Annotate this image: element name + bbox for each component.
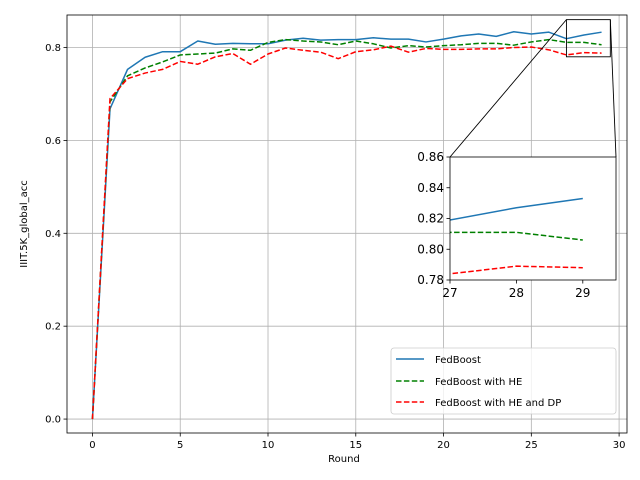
inset-series-line-fedboost <box>450 197 583 221</box>
series-line-fedboost-with-he-and-dp <box>91 45 602 420</box>
inset-x-tick-label: 27 <box>442 286 457 300</box>
y-tick-label: 0.4 <box>45 229 61 240</box>
zoom-connector-left <box>449 19 567 158</box>
y-tick-label: 0.2 <box>45 322 61 333</box>
legend: FedBoost FedBoost with HE FedBoost with … <box>390 347 617 415</box>
x-axis-title: Round <box>328 454 360 465</box>
x-tick-label: 20 <box>437 440 450 451</box>
x-tick-label: 10 <box>262 440 275 451</box>
series-line-fedboost-with-he <box>91 38 602 420</box>
y-axis-title: IIIT.5K_global_acc <box>19 180 30 268</box>
inset-x-tick-label: 29 <box>575 286 590 300</box>
x-tick-label: 30 <box>613 440 626 451</box>
inset-x-tick-label: 28 <box>509 286 524 300</box>
legend-label-fedboost: FedBoost <box>435 355 481 366</box>
inset-y-tick-label: 0.78 <box>417 273 444 287</box>
x-tick-label: 0 <box>89 440 95 451</box>
series-line-fedboost <box>91 30 602 420</box>
inset-series-line-fedboost-with-he-and-dp <box>450 265 583 275</box>
legend-box <box>390 347 617 415</box>
legend-label-fedboost-he-dp: FedBoost with HE and DP <box>435 398 561 409</box>
inset-ticks: 27 28 29 0.78 0.80 0.82 0.84 0.86 <box>417 150 590 300</box>
inset-series-group <box>450 197 583 275</box>
y-tick-label: 0.0 <box>45 415 61 426</box>
x-tick-label: 5 <box>177 440 183 451</box>
inset-series-line-fedboost-with-he <box>450 231 583 241</box>
inset-axes: 27 28 29 0.78 0.80 0.82 0.84 0.86 <box>417 150 617 300</box>
zoom-indicator <box>449 19 617 158</box>
inset-y-tick-label: 0.80 <box>417 242 444 256</box>
inset-background <box>450 157 616 280</box>
main-plot-frame <box>66 14 628 434</box>
main-series-group <box>91 30 602 420</box>
y-tick-label: 0.6 <box>45 136 61 147</box>
inset-y-tick-label: 0.86 <box>417 150 444 164</box>
y-tick-label: 0.8 <box>45 43 61 54</box>
inset-y-tick-label: 0.84 <box>417 181 444 195</box>
legend-label-fedboost-he: FedBoost with HE <box>435 377 522 388</box>
main-ticks: 0 5 10 15 20 25 30 0.0 0.2 0.4 0.6 0.8 <box>45 43 625 451</box>
x-tick-label: 25 <box>525 440 538 451</box>
zoom-region-box <box>565 19 611 58</box>
zoom-connector-right <box>609 19 617 158</box>
x-tick-label: 15 <box>349 440 362 451</box>
inset-y-tick-label: 0.82 <box>417 212 444 226</box>
